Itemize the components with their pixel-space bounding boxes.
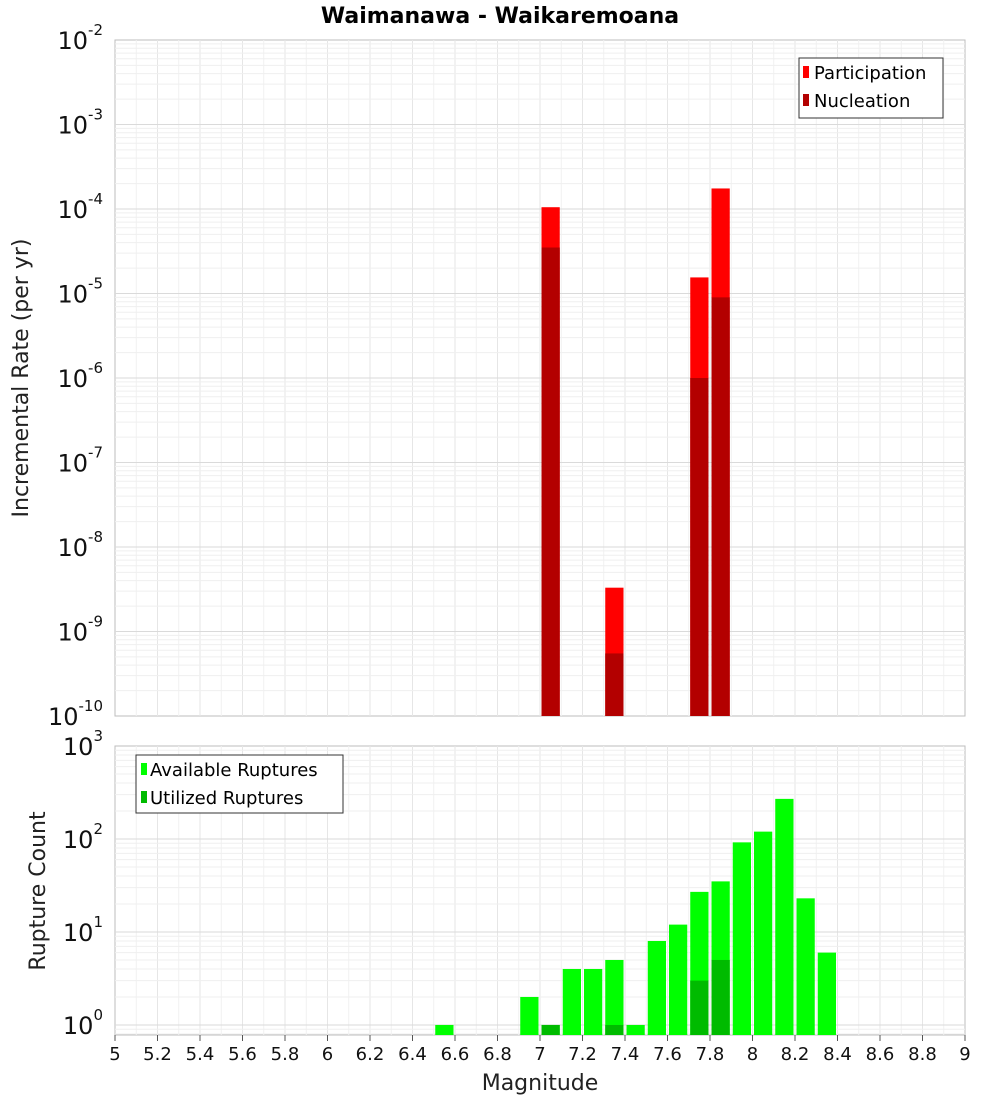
x-tick-label: 5.6	[228, 1044, 257, 1065]
bottom-y-ticks: 100 101 102 103	[63, 727, 103, 1040]
bottom-y-tick-label: 101	[63, 913, 103, 947]
bottom-bar-series2	[711, 959, 730, 1035]
top-bar-series2	[541, 247, 560, 716]
bottom-legend-frame	[135, 754, 344, 814]
x-tick-label: 7.8	[696, 1044, 725, 1065]
x-tick-label: 5.8	[271, 1044, 300, 1065]
bottom-bar-series1	[817, 952, 836, 1035]
top-y-tick-label: 10-8	[57, 528, 103, 562]
bottom-bar-series1	[626, 1024, 645, 1035]
x-tick-label: 7	[534, 1044, 545, 1065]
top-y-tick-label: 10-10	[48, 697, 103, 731]
x-tick-label: 7.4	[611, 1044, 640, 1065]
bottom-bar-series1	[647, 940, 666, 1035]
top-y-axis-label: Incremental Rate (per yr)	[9, 239, 34, 518]
top-bar-series2	[605, 653, 624, 716]
top-y-tick-label: 10-3	[57, 106, 103, 140]
legend-swatch-nucleation	[803, 94, 809, 106]
top-panel: 10-10 10-9 10-8 10-7 10-6 10-5 10-4 10-3 10-2 In…	[9, 21, 966, 731]
bottom-y-tick-label: 100	[63, 1006, 103, 1040]
x-tick-label: 6.4	[398, 1044, 427, 1065]
top-y-ticks: 10-10 10-9 10-8 10-7 10-6 10-5 10-4 10-3 10-2	[48, 21, 103, 731]
legend-label-participation: Participation	[814, 63, 926, 84]
bottom-bar-series1	[669, 924, 688, 1035]
bottom-y-tick-label: 103	[63, 727, 103, 761]
x-tick-label: 7.2	[568, 1044, 597, 1065]
x-tick-label: 6.2	[356, 1044, 385, 1065]
legend-label-nucleation: Nucleation	[814, 91, 910, 112]
x-tick-label: 9	[959, 1044, 970, 1065]
top-y-tick-label: 10-6	[57, 359, 103, 393]
bottom-bar-series1	[732, 842, 751, 1035]
bottom-bar-series1	[435, 1024, 454, 1035]
x-tick-label: 8.6	[866, 1044, 895, 1065]
x-ticks: 5 5.2 5.4 5.6 5.8 6 6.2 6.4 6.6 6.8 7 7.2 7.4 7.6 7.8 8…	[109, 1035, 971, 1065]
legend-label-available: Available Ruptures	[150, 760, 318, 781]
bottom-bar-series2	[541, 1024, 560, 1035]
x-tick-label: 7.6	[653, 1044, 682, 1065]
x-tick-label: 6	[322, 1044, 333, 1065]
x-tick-label: 5	[109, 1044, 120, 1065]
top-bar-series2	[711, 297, 730, 716]
bottom-panel: 100 101 102 103 5 5.2 5.4 5.6 5.8 6 6.2 6.4 6.6 6.8 7…	[26, 727, 971, 1096]
top-y-tick-label: 10-5	[57, 275, 103, 309]
bottom-bars	[435, 798, 836, 1035]
legend-swatch-available	[141, 763, 147, 775]
bottom-bar-series2	[690, 980, 709, 1035]
bottom-bar-series1	[520, 996, 539, 1035]
top-y-tick-label: 10-7	[57, 444, 103, 478]
x-tick-label: 8.2	[781, 1044, 810, 1065]
x-tick-label: 5.4	[186, 1044, 215, 1065]
bottom-bar-series1	[605, 959, 624, 1035]
x-tick-label: 8.8	[908, 1044, 937, 1065]
top-y-tick-label: 10-9	[57, 613, 103, 647]
bottom-bar-series1	[584, 968, 603, 1035]
top-legend: Participation Nucleation	[798, 57, 944, 119]
bottom-y-tick-label: 102	[63, 820, 103, 854]
chart-title: Waimanawa - Waikaremoana	[321, 4, 679, 29]
top-y-tick-label: 10-2	[57, 21, 103, 55]
legend-swatch-participation	[803, 66, 809, 78]
bottom-bar-series1	[562, 968, 581, 1035]
top-gridlines	[115, 40, 965, 716]
top-legend-frame	[798, 57, 944, 119]
top-bar-series2	[690, 378, 709, 716]
x-tick-label: 6.8	[483, 1044, 512, 1065]
bottom-legend: Available Ruptures Utilized Ruptures	[135, 754, 344, 814]
x-tick-label: 5.2	[143, 1044, 172, 1065]
x-tick-label: 6.6	[441, 1044, 470, 1065]
bottom-bar-series2	[605, 1024, 624, 1035]
x-axis-label: Magnitude	[482, 1071, 599, 1096]
bottom-bar-series1	[796, 898, 815, 1035]
bottom-bar-series1	[754, 831, 773, 1035]
legend-label-utilized: Utilized Ruptures	[150, 788, 303, 809]
bottom-bar-series1	[775, 798, 794, 1035]
legend-swatch-utilized	[141, 791, 147, 803]
x-tick-label: 8	[747, 1044, 758, 1065]
top-y-tick-label: 10-4	[57, 190, 103, 224]
bottom-y-axis-label: Rupture Count	[26, 811, 51, 971]
top-bars	[541, 188, 730, 717]
x-tick-label: 8.4	[823, 1044, 852, 1065]
